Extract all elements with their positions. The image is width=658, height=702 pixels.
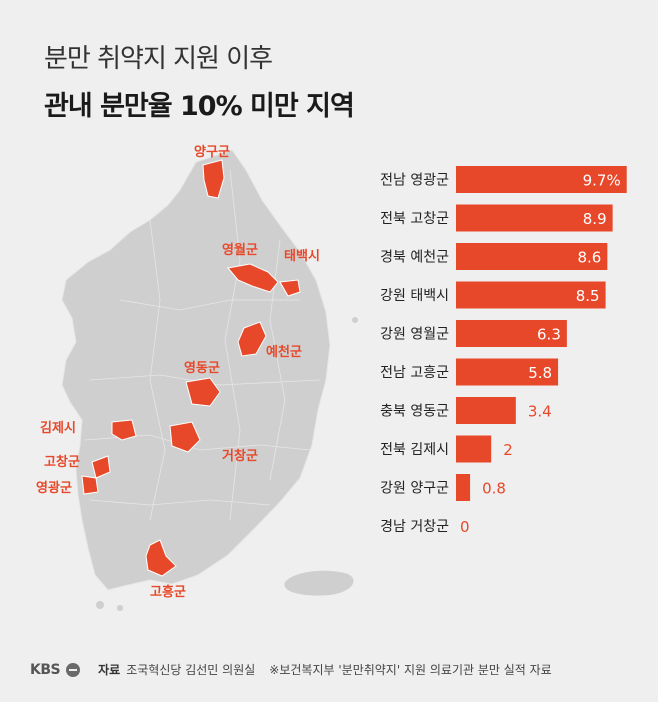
region-gimje-shape	[111, 419, 137, 441]
bar	[456, 397, 516, 424]
title-line-2: 관내 분만율 10% 미만 지역	[44, 91, 355, 122]
kbs-logo: KBS	[30, 661, 61, 678]
bar-value-label: 8.9	[583, 210, 607, 228]
bar	[456, 204, 613, 232]
kbs-logo-icon	[66, 662, 81, 677]
bar-value-label: 0	[460, 518, 470, 536]
title-line-1: 분만 취약지 지원 이후	[44, 44, 273, 74]
bar-category-label: 강원 양구군	[380, 481, 449, 497]
island-shape	[96, 601, 104, 609]
bar-value-label: 2	[503, 441, 513, 459]
bar-value-label: 9.7%	[583, 172, 621, 190]
map-label-yanggu: 양구군	[194, 145, 230, 160]
bar-category-label: 전북 고창군	[380, 211, 449, 227]
map-label-yeongdong: 영동군	[184, 361, 220, 376]
bar-value-label: 5.8	[528, 364, 552, 382]
bar	[456, 281, 606, 309]
map-label-gimje: 김제시	[40, 421, 76, 436]
bar-category-label: 전남 고흥군	[380, 365, 449, 381]
bar-value-label: 3.4	[528, 403, 552, 421]
bar-value-label: 8.5	[576, 287, 600, 305]
bar	[456, 474, 471, 501]
bar	[456, 435, 492, 463]
region-yeonggwang-shape	[81, 475, 99, 495]
bar-category-label: 강원 영월군	[380, 327, 449, 343]
region-yeongdong-shape	[185, 377, 221, 407]
source-text: 조국혁신당 김선민 의원실	[126, 663, 256, 677]
bar-category-label: 경북 예천군	[380, 250, 449, 266]
bar-category-label: 전북 김제시	[380, 442, 449, 458]
bar	[456, 166, 627, 193]
region-yecheon-shape	[237, 321, 267, 357]
region-yeongwol-shape	[227, 263, 279, 293]
bar-value-label: 6.3	[537, 326, 561, 344]
region-gochang-shape	[91, 455, 111, 479]
bar-category-label: 전남 영광군	[380, 173, 449, 189]
source-label: 자료	[98, 663, 121, 677]
map-label-yeonggwang: 영광군	[36, 481, 72, 496]
footer: KBS 자료 조국혁신당 김선민 의원실 ※보건복지부 '분만취약지' 지원 의…	[30, 661, 552, 678]
bar-category-label: 강원 태백시	[380, 288, 449, 304]
bar-category-label: 경남 거창군	[380, 519, 449, 535]
map-label-yecheon: 예천군	[266, 344, 302, 360]
bar-category-label: 충북 영동군	[380, 404, 449, 420]
bar	[456, 243, 608, 270]
bar-value-label: 8.6	[578, 249, 602, 267]
map-label-taebaek: 태백시	[284, 249, 320, 264]
bar	[456, 320, 567, 347]
jeju-island-shape	[284, 570, 354, 596]
map-label-gochang: 고창군	[44, 454, 80, 470]
map-label-goheung: 고흥군	[150, 584, 186, 600]
island-shape	[352, 317, 358, 323]
island-shape	[117, 605, 123, 611]
region-geochang-shape	[169, 421, 201, 453]
region-yanggu-shape	[202, 159, 225, 199]
source-note: ※보건복지부 '분만취약지' 지원 의료기관 분만 실적 자료	[269, 663, 552, 677]
region-taebaek-shape	[279, 279, 301, 297]
map-label-geochang: 거창군	[222, 448, 258, 464]
korea-mainland-shape	[61, 149, 331, 591]
map-label-yeongwol: 영월군	[222, 242, 258, 258]
bar	[456, 358, 559, 386]
region-goheung-shape	[145, 539, 177, 577]
bar-value-label: 0.8	[482, 480, 506, 498]
